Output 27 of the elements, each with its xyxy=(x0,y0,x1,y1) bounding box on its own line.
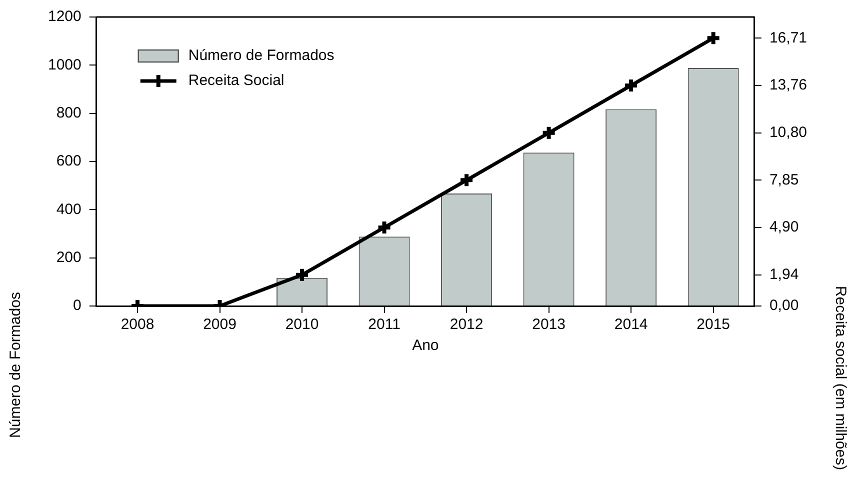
y2-tick-label: 7,85 xyxy=(769,171,799,188)
y2-tick-label: 0,00 xyxy=(769,297,799,314)
x-tick-label: 2009 xyxy=(203,316,236,334)
y2-tick-label: 1,94 xyxy=(769,266,799,284)
y-tick-label: 200 xyxy=(56,248,82,266)
y2-tick-label: 16,71 xyxy=(769,29,808,46)
y-axis-title: Número de Formados xyxy=(7,292,24,438)
x-tick-label: 2013 xyxy=(532,316,566,334)
x-tick-label: 2014 xyxy=(614,316,648,334)
y2-tick-label: 4,90 xyxy=(769,218,799,236)
x-tick-label: 2011 xyxy=(368,316,400,334)
x-tick-label: 2012 xyxy=(450,316,484,334)
x-tick-label: 2008 xyxy=(120,316,154,334)
x-tick-label: 2010 xyxy=(285,316,319,334)
y2-tick-label: 13,76 xyxy=(769,76,808,94)
y-tick-label: 800 xyxy=(56,104,82,122)
legend-label: Número de Formados xyxy=(188,47,334,64)
y-tick-label: 0 xyxy=(73,297,82,314)
y2-tick-label: 10,80 xyxy=(769,124,808,142)
y-tick-label: 400 xyxy=(56,200,82,218)
y-tick-label: 1200 xyxy=(48,8,82,26)
y-tick-label: 600 xyxy=(56,152,82,170)
y-tick-label: 1000 xyxy=(48,56,82,74)
legend-label: Receita Social xyxy=(188,72,284,90)
x-tick-label: 2015 xyxy=(696,316,730,334)
y2-axis-title: Receita social (em milhões) xyxy=(832,286,849,470)
x-axis-title: Ano xyxy=(412,337,439,354)
